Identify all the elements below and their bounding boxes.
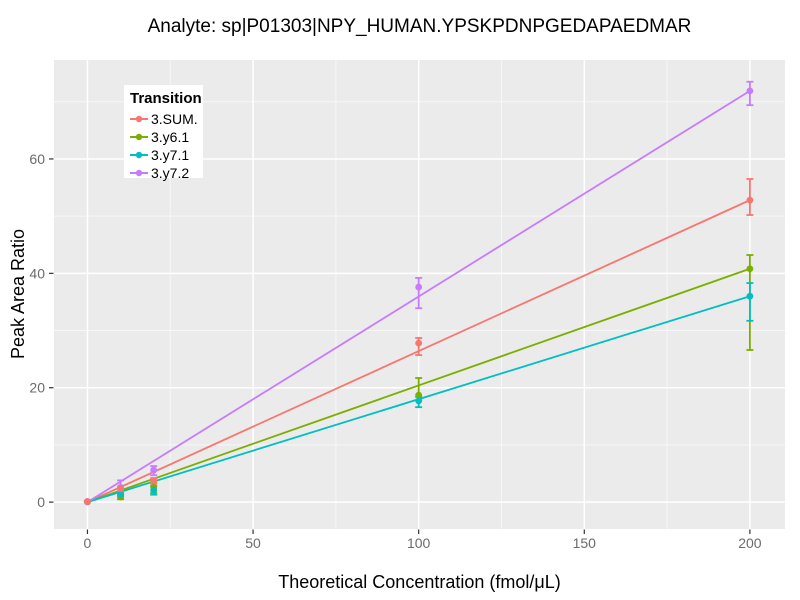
x-tick-label: 0 bbox=[84, 535, 92, 551]
legend-item-3.y7.1: 3.y7.1 bbox=[130, 146, 203, 164]
legend-item-label: 3.SUM. bbox=[151, 111, 198, 127]
x-tick-label: 100 bbox=[407, 535, 431, 551]
y-tick-label: 20 bbox=[29, 380, 45, 396]
point-3.SUM. bbox=[150, 477, 158, 485]
legend-item-label: 3.y7.2 bbox=[151, 165, 190, 181]
point-3.SUM. bbox=[117, 485, 124, 493]
legend-items: 3.SUM. 3.y6.1 3.y7.1 3.y7.2 bbox=[130, 110, 203, 182]
data-points bbox=[84, 87, 754, 506]
point-3.y7.2 bbox=[746, 87, 754, 95]
point-3.SUM. bbox=[746, 196, 754, 204]
legend-item-label: 3.y6.1 bbox=[151, 129, 190, 145]
point-3.y7.2 bbox=[150, 466, 158, 474]
legend-key-icon bbox=[130, 115, 148, 123]
point-3.y7.1 bbox=[746, 292, 754, 300]
legend-title: Transition bbox=[130, 90, 202, 107]
legend-key-icon bbox=[130, 133, 148, 141]
y-tick-label: 40 bbox=[29, 265, 45, 281]
x-axis-title: Theoretical Concentration (fmol/μL) bbox=[278, 572, 561, 592]
point-3.y7.2 bbox=[415, 283, 423, 291]
point-3.SUM. bbox=[415, 339, 423, 347]
point-3.y6.1 bbox=[746, 265, 754, 273]
legend-item-3.SUM.: 3.SUM. bbox=[130, 110, 203, 128]
y-tick-label: 60 bbox=[29, 151, 45, 167]
point-3.y7.1 bbox=[117, 490, 124, 498]
x-tick-label: 150 bbox=[573, 535, 597, 551]
point-3.y6.1 bbox=[415, 391, 423, 399]
axis-tick-marks bbox=[49, 158, 751, 534]
legend-item-label: 3.y7.1 bbox=[151, 147, 190, 163]
legend-key-icon bbox=[130, 169, 148, 177]
legend-key-icon bbox=[130, 151, 148, 159]
chart-title: Analyte: sp|P01303|NPY_HUMAN.YPSKPDNPGED… bbox=[147, 16, 692, 37]
point-3.SUM. bbox=[84, 498, 91, 505]
x-tick-label: 50 bbox=[245, 535, 261, 551]
y-tick-label: 0 bbox=[37, 494, 45, 510]
axis-tick-labels: 0 50 100 150 200 0 20 40 60 bbox=[29, 151, 761, 551]
legend-item-3.y6.1: 3.y6.1 bbox=[130, 128, 203, 146]
x-tick-label: 200 bbox=[738, 535, 762, 551]
point-3.y7.1 bbox=[150, 486, 158, 494]
y-axis-title: Peak Area Ratio bbox=[8, 228, 28, 360]
legend-item-3.y7.2: 3.y7.2 bbox=[130, 164, 203, 182]
legend: Transition 3.SUM. 3.y6.1 3.y7.1 3.y7.2 bbox=[124, 85, 203, 181]
point-3.y7.1 bbox=[415, 397, 423, 405]
